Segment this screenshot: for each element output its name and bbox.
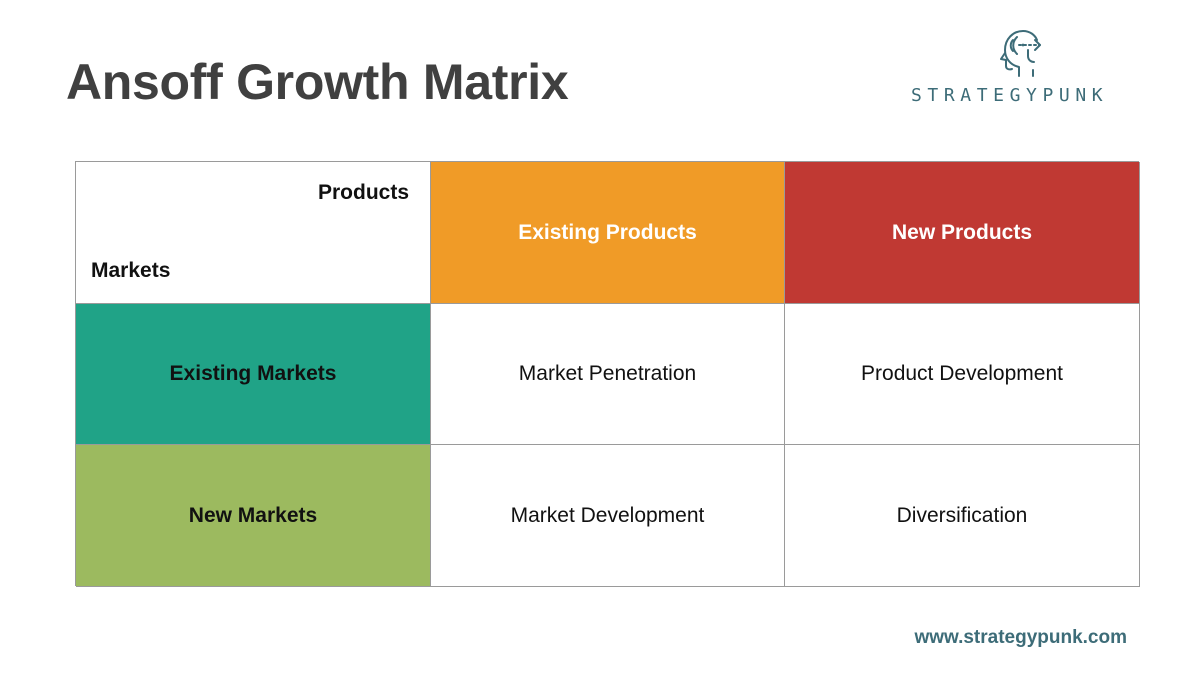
cell-market-penetration: Market Penetration <box>431 304 785 445</box>
page-title: Ansoff Growth Matrix <box>66 54 569 110</box>
ansoff-matrix: Products Markets Existing Products New P… <box>75 161 1140 587</box>
header-new-products: New Products <box>785 162 1140 304</box>
matrix-corner-cell: Products Markets <box>76 162 431 304</box>
row-header-new-markets: New Markets <box>76 445 431 587</box>
head-arrow-logo-icon <box>1000 30 1041 77</box>
website-link[interactable]: www.strategypunk.com <box>914 627 1127 648</box>
cell-product-development: Product Development <box>785 304 1140 445</box>
cell-diversification: Diversification <box>785 445 1140 587</box>
brand-logo: STRATEGYPUNK <box>905 22 1137 112</box>
cell-market-development: Market Development <box>431 445 785 587</box>
row-header-existing-markets: Existing Markets <box>76 304 431 445</box>
brand-name: STRATEGYPUNK <box>911 85 1109 106</box>
markets-axis-label: Markets <box>91 259 171 282</box>
header-existing-products: Existing Products <box>431 162 785 304</box>
products-axis-label: Products <box>317 181 409 204</box>
